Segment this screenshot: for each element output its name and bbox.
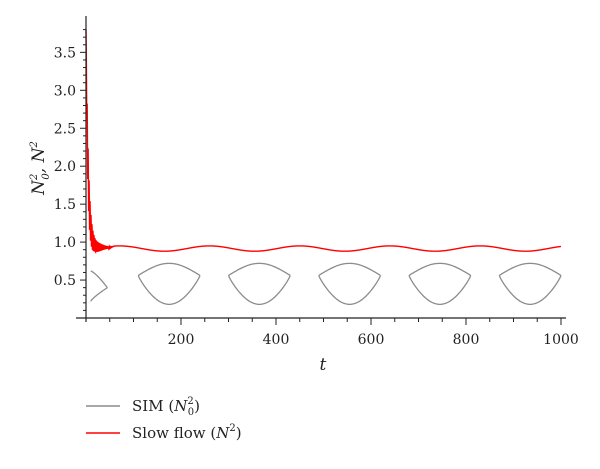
x-axis-label: t (320, 355, 327, 375)
plot-area (85, 29, 562, 305)
legend-label: Slow flow (N2) (132, 423, 242, 442)
series-slow-flow (85, 29, 562, 255)
y-tick-label: 1.5 (54, 197, 76, 213)
legend-sup: 2 (229, 423, 235, 434)
sim-loop-lower (137, 275, 201, 305)
legend-item-sim: SIM (N2 0) (86, 396, 200, 418)
legend-sup: 2 (187, 396, 193, 407)
legend-suffix: ) (236, 424, 242, 442)
slow-flow-line (85, 29, 562, 255)
sim-loop-lower (408, 275, 472, 305)
legend-prefix: Slow flow ( (132, 424, 216, 442)
sim-loop-upper (137, 262, 201, 277)
axes: 200 400 600 800 1000 0.5 1.0 1.5 2.0 2.5 3.0 3.5 (54, 16, 579, 348)
sim-loop-upper (498, 262, 562, 277)
y-label-base-2: N (29, 146, 49, 163)
sim-initial-upper (90, 270, 108, 289)
legend-subscript: 0 (188, 407, 194, 418)
x-tick-label: 400 (263, 332, 290, 348)
y-label-sub: 0 (41, 173, 52, 180)
series-sim (90, 262, 562, 305)
legend: SIM (N2 0)Slow flow (N2) (86, 396, 242, 442)
y-tick-label: 3.0 (54, 83, 76, 99)
y-label-comma: , (29, 162, 49, 173)
sim-initial-lower (90, 287, 108, 302)
sim-loop-lower (498, 275, 562, 305)
sim-loop-upper (408, 262, 472, 277)
sim-loop-upper (228, 262, 291, 277)
y-label-sup-2: 2 (29, 141, 40, 148)
y-tick-label: 2.5 (54, 121, 76, 137)
legend-prefix: SIM ( (132, 397, 174, 415)
legend-suffix: ) (194, 397, 200, 415)
x-tick-label: 200 (168, 332, 195, 348)
sim-loop-lower (227, 275, 291, 305)
y-tick-label: 2.0 (54, 159, 76, 175)
legend-item-slow-flow: Slow flow (N2) (86, 423, 242, 442)
sim-loop-upper (318, 262, 381, 277)
sim-loop-lower (318, 275, 382, 305)
x-tick-label: 800 (453, 332, 480, 348)
legend-base: N (173, 397, 188, 415)
x-tick-label: 600 (358, 332, 385, 348)
y-label-base: N (29, 179, 49, 196)
y-label-sup: 2 (29, 174, 40, 181)
legend-label: SIM (N2 0) (132, 396, 200, 418)
y-tick-label: 3.5 (54, 45, 76, 61)
x-tick-label: 1000 (543, 332, 579, 348)
y-tick-label: 0.5 (54, 273, 76, 289)
legend-base: N (215, 424, 230, 442)
y-axis-label: N20, N2 (29, 141, 52, 196)
y-tick-label: 1.0 (54, 235, 76, 251)
